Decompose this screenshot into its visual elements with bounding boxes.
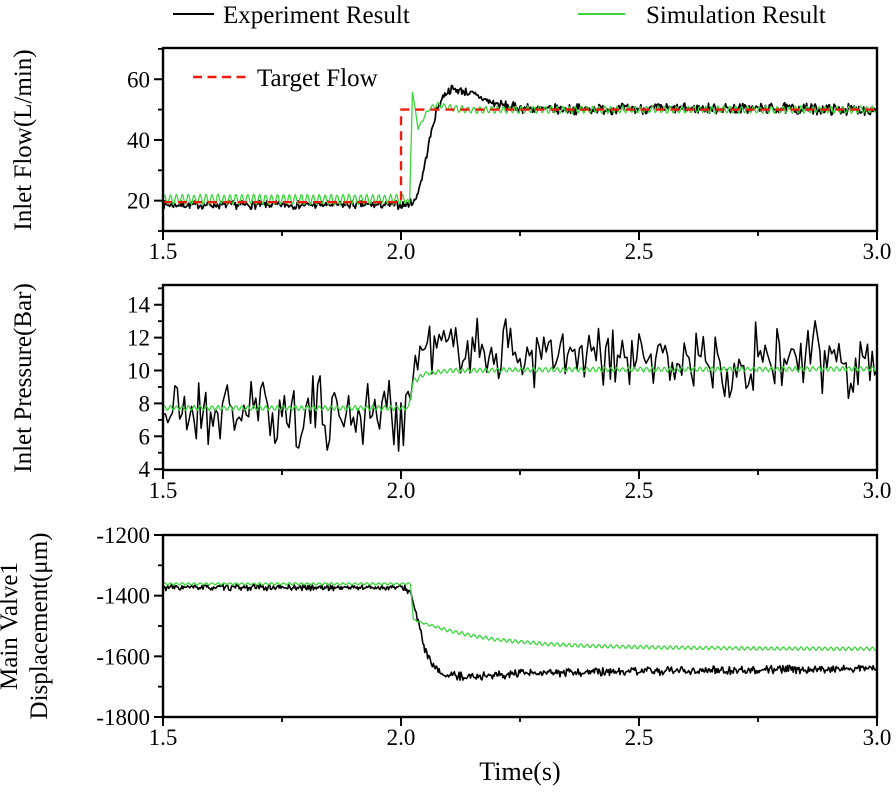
plot-border	[161, 46, 879, 233]
x-tick-label: 2.5	[625, 478, 654, 503]
ylabel-inlet-pressure: Inlet Pressure(Bar)	[10, 283, 37, 473]
plot-2: 1.5 2.0 2.5 3.0 -1800 -1600 -1400 -1200	[96, 523, 891, 750]
ylabel-main-valve1-line2: Displacement(μm)	[26, 533, 53, 720]
series-experiment-result	[162, 84, 878, 211]
y-tick-label: 60	[127, 67, 150, 92]
x-tick-label: 2.5	[625, 239, 654, 264]
y-tick-label: 20	[127, 189, 150, 214]
xlabel-time: Time(s)	[479, 757, 560, 786]
top-legend: Experiment Result Simulation Result	[173, 2, 826, 29]
y-tick-label: 12	[127, 326, 150, 351]
y-tick-label: -1400	[96, 584, 150, 609]
x-tick-label: 3.0	[863, 725, 892, 750]
x-tick-label: 1.5	[149, 725, 178, 750]
target-flow-legend: Target Flow	[193, 65, 378, 92]
y-tick-label: 8	[139, 391, 151, 416]
plot-border	[161, 283, 879, 472]
ylabel-inlet-flow: Inlet Flow(L/min)	[10, 49, 37, 230]
x-tick-label: 3.0	[863, 239, 892, 264]
legend-label-target-flow: Target Flow	[257, 65, 378, 92]
x-tick-label: 1.5	[149, 478, 178, 503]
x-tick-label: 3.0	[863, 478, 892, 503]
x-tick-label: 2.0	[387, 478, 416, 503]
series-experiment-result	[162, 583, 878, 681]
series-simulation-result	[162, 581, 878, 652]
x-tick-label: 2.5	[625, 725, 654, 750]
y-tick-label: 10	[127, 359, 150, 384]
y-tick-label: -1200	[96, 523, 150, 548]
plot-1: 1.5 2.0 2.5 3.0 4 6 8 10 12 14	[127, 283, 892, 503]
y-tick-label: -1600	[96, 644, 150, 669]
plot-border	[161, 533, 879, 719]
x-tick-label: 2.0	[387, 725, 416, 750]
x-tick-label: 2.0	[387, 239, 416, 264]
y-tick-label: -1800	[96, 705, 150, 730]
ylabel-main-valve1-line1: Main Valve1	[0, 562, 23, 690]
legend-label-experiment: Experiment Result	[223, 2, 410, 29]
y-tick-label: 40	[127, 128, 150, 153]
series-experiment-result	[162, 317, 878, 452]
plot-0: 1.5 2.0 2.5 3.0 20 40 60	[127, 46, 892, 264]
legend-label-simulation: Simulation Result	[646, 2, 826, 29]
series-target-flow	[163, 108, 877, 204]
y-tick-label: 14	[127, 293, 151, 318]
x-tick-label: 1.5	[149, 239, 178, 264]
y-tick-label: 4	[139, 457, 151, 482]
series-simulation-result	[162, 91, 878, 206]
y-tick-label: 6	[139, 424, 151, 449]
series-simulation-result	[162, 365, 878, 412]
